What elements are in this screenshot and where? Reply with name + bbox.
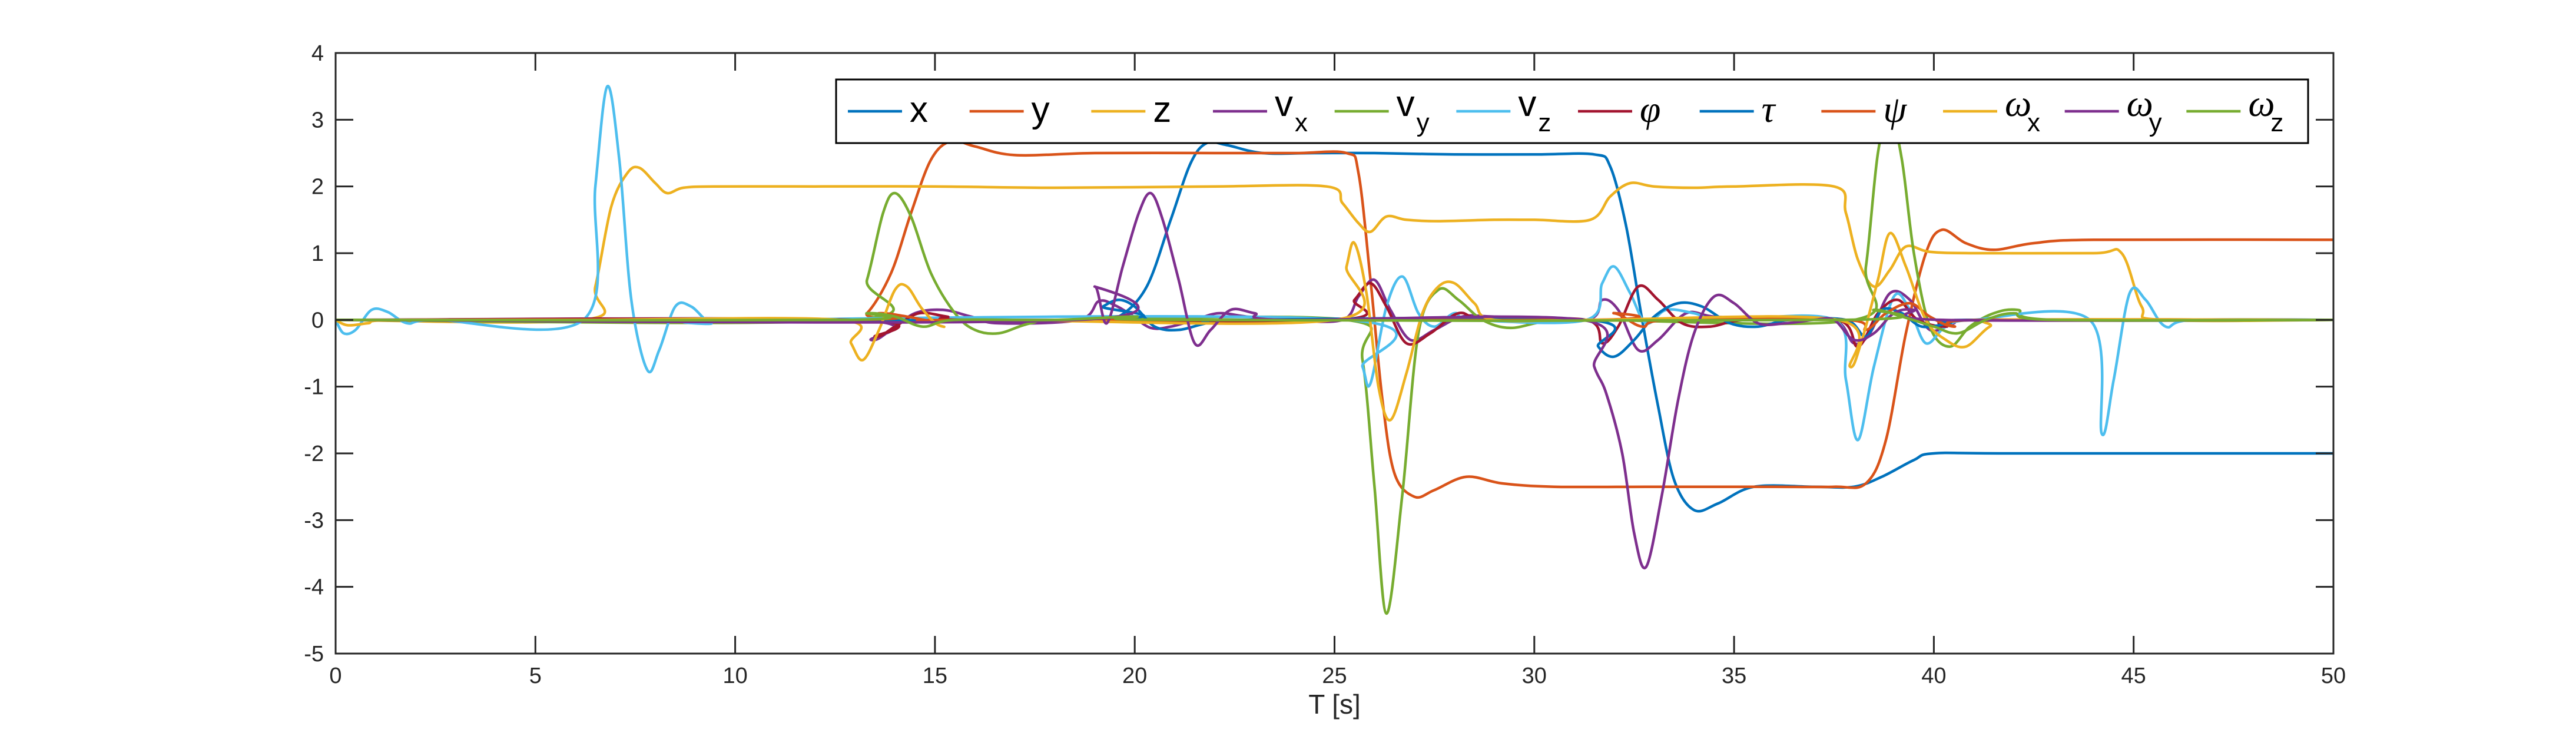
legend-label: v xyxy=(1518,84,1536,124)
x-tick-label: 15 xyxy=(923,664,947,688)
legend-label-subscript: x xyxy=(1295,108,1308,137)
legend-label: v xyxy=(1397,84,1415,124)
y-tick-label: -2 xyxy=(304,442,324,466)
legend-label: v xyxy=(1275,84,1293,124)
legend-label-subscript: x xyxy=(2027,108,2040,137)
series-line-9 xyxy=(334,231,2334,422)
x-axis-ticks: 0 5 10 15 20 25 30 35 40 45 50 xyxy=(329,53,2346,688)
legend-label: x xyxy=(910,89,928,130)
legend-label-subscript: z xyxy=(2270,108,2283,137)
y-tick-label: -4 xyxy=(304,575,324,600)
legend-label: φ xyxy=(1640,88,1660,130)
y-tick-label: -1 xyxy=(304,375,324,400)
legend-label-subscript: y xyxy=(1417,108,1430,137)
legend-label: z xyxy=(1153,89,1171,130)
y-tick-label: 3 xyxy=(311,108,324,132)
legend-box xyxy=(835,78,2309,144)
x-tick-label: 45 xyxy=(2121,664,2146,688)
legend-label: τ xyxy=(1762,88,1776,130)
series-line-11 xyxy=(335,309,2334,335)
y-tick-label: -3 xyxy=(304,508,324,533)
x-tick-label: 50 xyxy=(2321,664,2346,688)
legend-label: ω xyxy=(2248,82,2275,124)
legend-label-subscript: z xyxy=(1538,108,1551,137)
x-axis-title: T [s] xyxy=(1308,689,1361,720)
legend: x y z v x v y v z φ τ ψ ωx ωy ωz xyxy=(835,78,2309,144)
legend-label: ω xyxy=(2127,82,2153,124)
legend-label: ω xyxy=(2005,82,2031,124)
x-tick-label: 25 xyxy=(1322,664,1347,688)
x-tick-label: 35 xyxy=(1722,664,1746,688)
legend-label: ψ xyxy=(1883,88,1907,130)
x-tick-label: 0 xyxy=(329,664,342,688)
y-tick-label: -5 xyxy=(304,642,324,667)
x-tick-label: 40 xyxy=(1921,664,1946,688)
series-line-1 xyxy=(335,139,2334,499)
x-tick-label: 30 xyxy=(1522,664,1547,688)
series-line-4 xyxy=(335,111,2334,615)
legend-label: y xyxy=(1032,89,1050,130)
series-line-2 xyxy=(335,165,2334,324)
series-line-3 xyxy=(335,278,2334,353)
x-tick-label: 20 xyxy=(1122,664,1147,688)
series-line-6 xyxy=(335,281,2334,348)
y-tick-label: 2 xyxy=(311,175,324,200)
x-tick-label: 10 xyxy=(722,664,747,688)
y-tick-label: 4 xyxy=(311,41,324,66)
series-line-10 xyxy=(335,191,2334,569)
legend-label-subscript: y xyxy=(2149,108,2162,137)
x-tick-label: 5 xyxy=(529,664,542,688)
plot-lines xyxy=(334,85,2334,615)
y-tick-label: 0 xyxy=(311,308,324,333)
y-axis-ticks: -5 -4 -3 -2 -1 0 1 2 3 4 xyxy=(304,41,2333,667)
y-tick-label: 1 xyxy=(311,241,324,266)
